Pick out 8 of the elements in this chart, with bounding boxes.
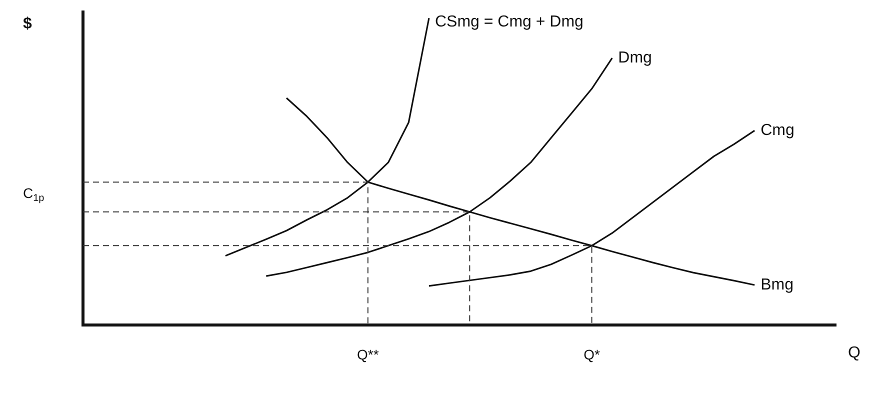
series-label: CSmg = Cmg + Dmg: [434, 13, 584, 30]
x-tick-label: Q**: [357, 346, 380, 362]
series-label: Bmg: [760, 276, 794, 294]
y-axis-title: $: [23, 15, 32, 32]
series-label: Cmg: [760, 122, 794, 139]
series-label: Dmg: [618, 49, 652, 66]
x-tick-label: Q*: [584, 346, 600, 362]
x-axis-title: Q: [848, 344, 860, 362]
